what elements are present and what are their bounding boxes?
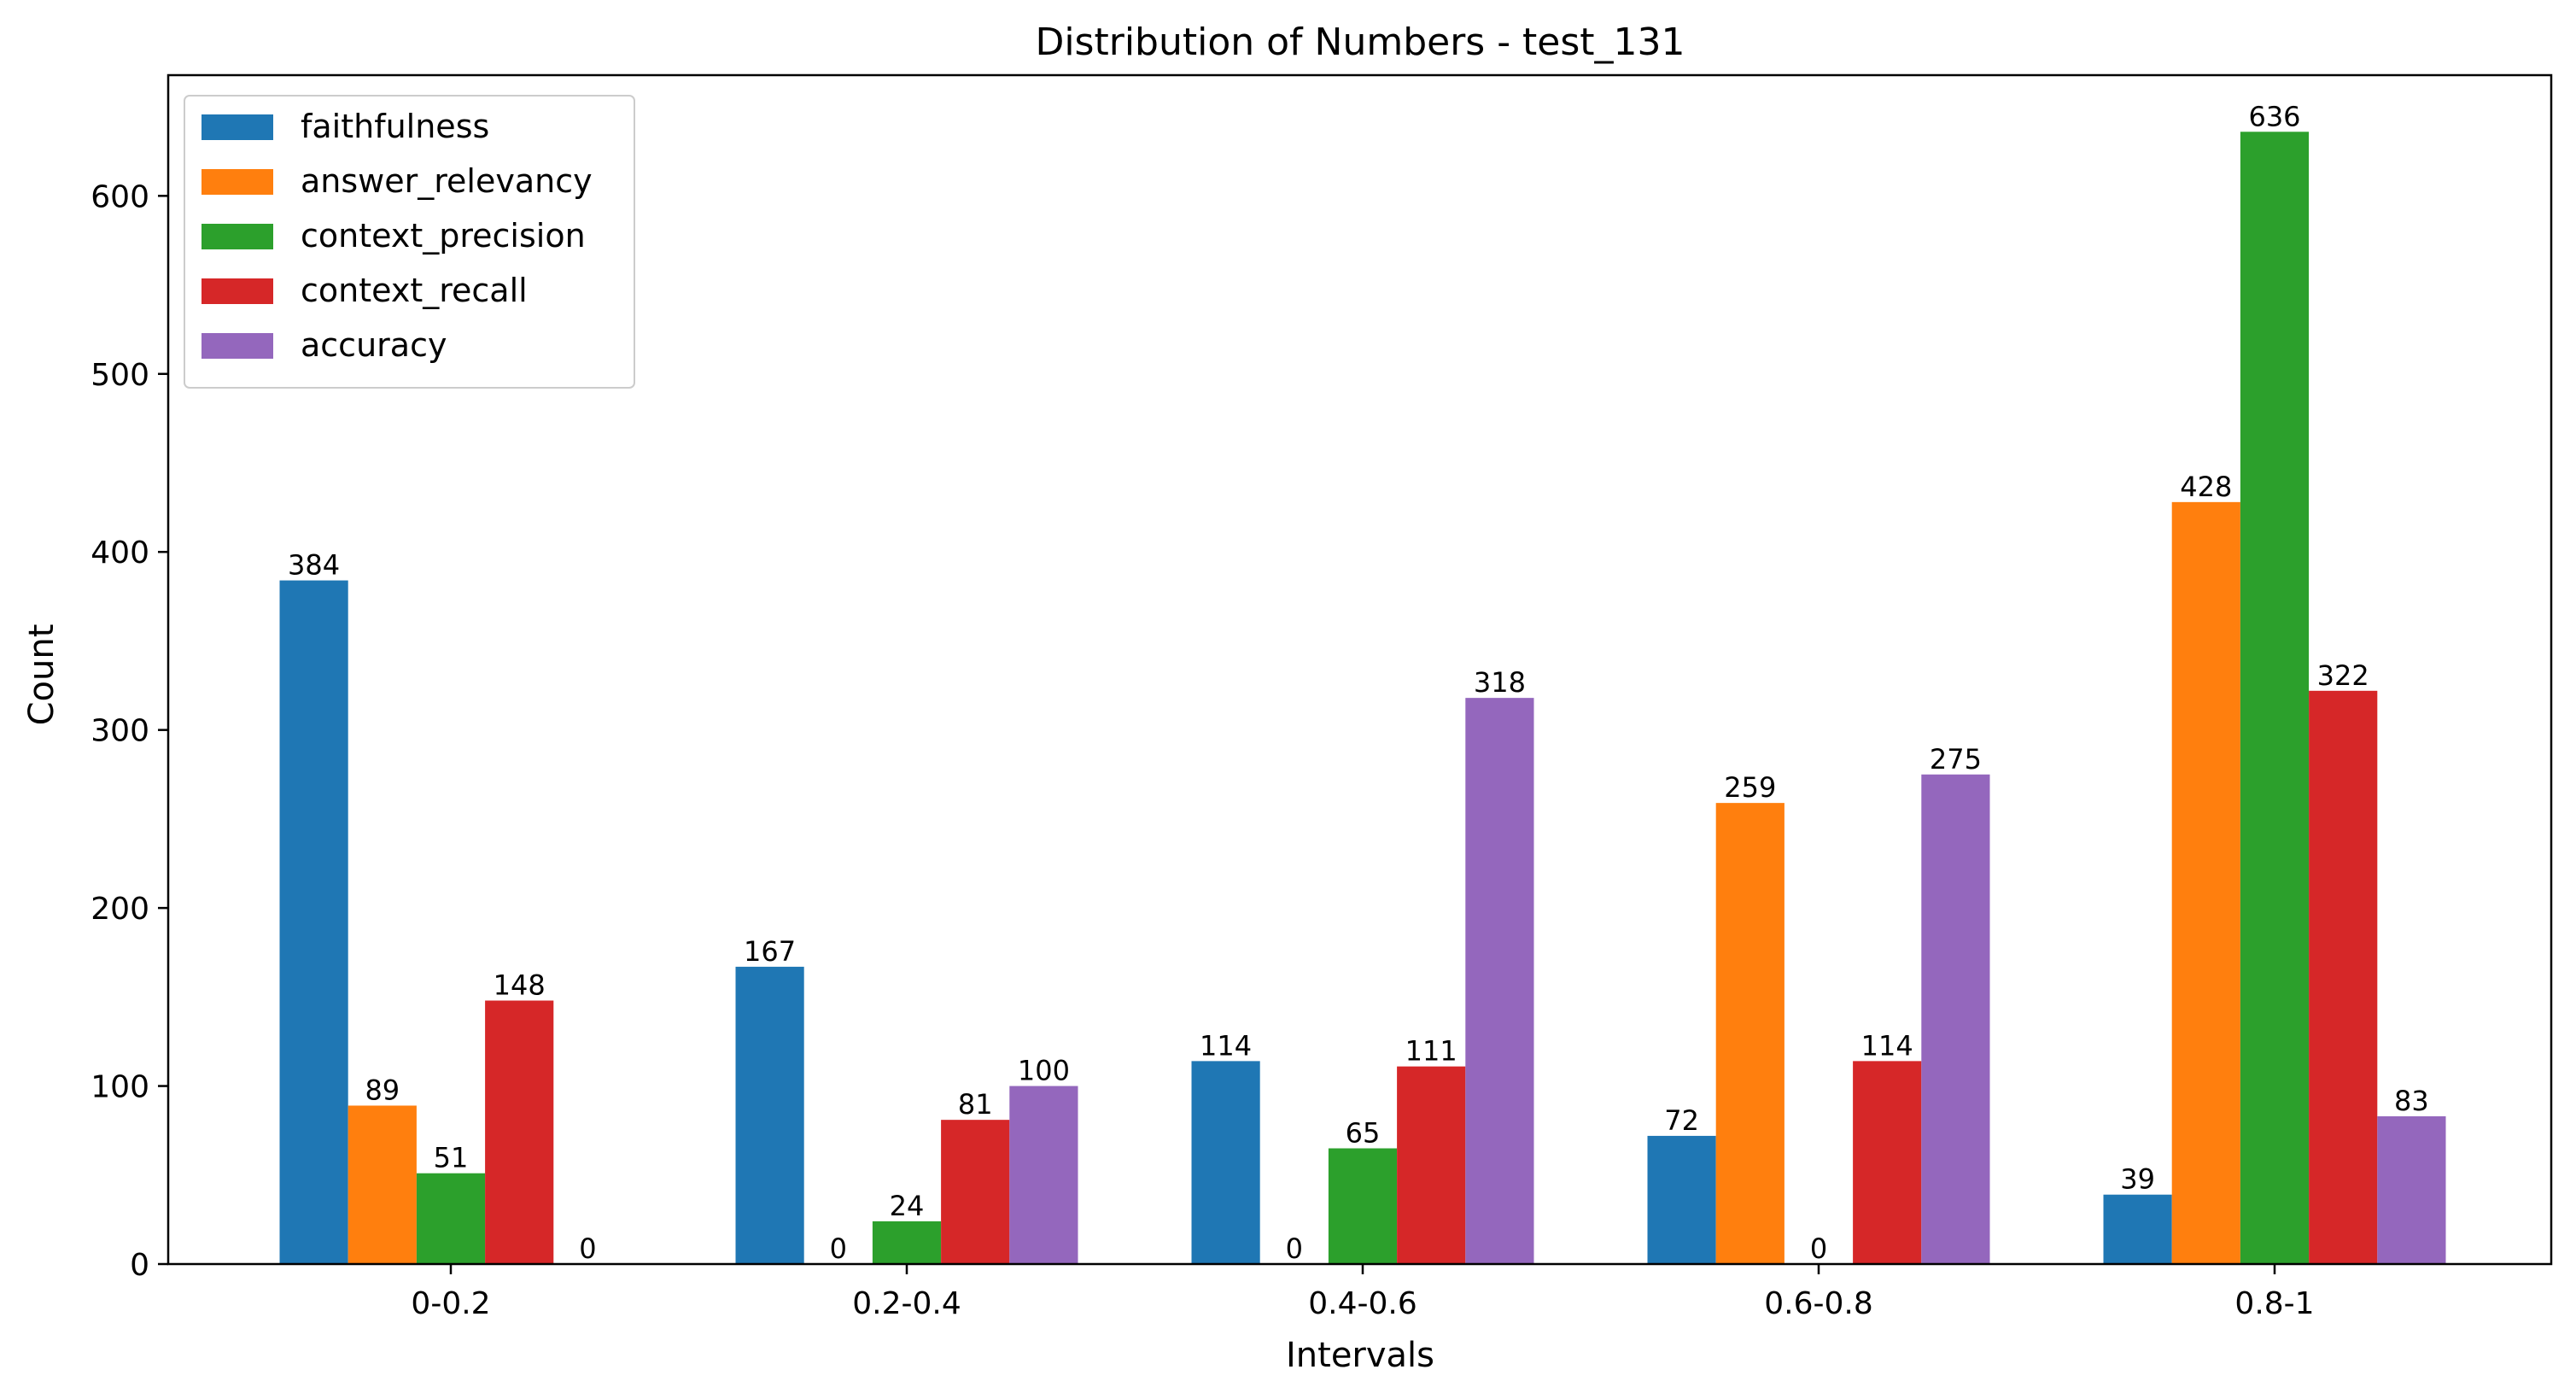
x-tick-label-0.6-0.8: 0.6-0.8: [1764, 1286, 1873, 1321]
x-tick-label-0.2-0.4: 0.2-0.4: [852, 1286, 961, 1321]
bar-accuracy-0.8-1: [2377, 1115, 2446, 1264]
bar-context_precision-0.8-1: [2240, 132, 2310, 1264]
data-label-faithfulness-0.8-1: 39: [2120, 1163, 2155, 1196]
y-tick-label-400: 400: [91, 536, 149, 571]
legend: faithfulness answer_relevancy context_prec…: [184, 95, 635, 389]
y-tick-label-100: 100: [91, 1070, 149, 1105]
data-label-context_precision-0.6-0.8: 0: [1810, 1232, 1827, 1265]
bar-context_precision-0.2-0.4: [872, 1220, 942, 1264]
bar-context_recall-0.6-0.8: [1853, 1061, 1922, 1264]
y-tick-label-500: 500: [91, 358, 149, 393]
data-label-answer_relevancy-0.2-0.4: 0: [830, 1232, 847, 1265]
data-label-faithfulness-0.6-0.8: 72: [1664, 1104, 1699, 1137]
legend-swatch-answer_relevancy: [202, 169, 273, 195]
data-label-accuracy-0.4-0.6: 318: [1474, 666, 1526, 699]
bar-answer_relevancy-0-0.2: [348, 1105, 417, 1264]
y-axis-label: Count: [22, 624, 61, 726]
data-label-answer_relevancy-0.6-0.8: 259: [1724, 771, 1776, 804]
data-label-context_recall-0.2-0.4: 81: [958, 1088, 993, 1121]
bar-context_recall-0.2-0.4: [941, 1120, 1010, 1264]
x-tick-label-0.8-1: 0.8-1: [2234, 1286, 2314, 1321]
data-label-context_recall-0.6-0.8: 114: [1861, 1029, 1913, 1062]
x-tick-label-0.4-0.6: 0.4-0.6: [1308, 1286, 1417, 1321]
data-label-accuracy-0.2-0.4: 100: [1018, 1055, 1070, 1087]
legend-label-context_precision: context_precision: [301, 217, 586, 255]
data-label-answer_relevancy-0.8-1: 428: [2180, 471, 2232, 503]
legend-swatch-context_precision: [202, 224, 273, 249]
data-label-context_recall-0.8-1: 322: [2317, 659, 2369, 692]
bar-answer_relevancy-0.8-1: [2171, 501, 2240, 1264]
legend-swatch-context_recall: [202, 278, 273, 304]
y-tick-label-600: 600: [91, 179, 149, 214]
data-label-context_precision-0.2-0.4: 24: [890, 1190, 925, 1222]
bar-faithfulness-0-0.2: [279, 580, 348, 1264]
data-label-context_precision-0-0.2: 51: [434, 1142, 469, 1174]
bar-faithfulness-0.6-0.8: [1647, 1135, 1716, 1264]
y-tick-label-300: 300: [91, 714, 149, 749]
data-label-faithfulness-0.2-0.4: 167: [744, 935, 796, 968]
bar-answer_relevancy-0.6-0.8: [1715, 803, 1785, 1264]
chart-title: Distribution of Numbers - test_131: [1035, 20, 1685, 64]
x-tick-label-0-0.2: 0-0.2: [411, 1286, 490, 1321]
bar-accuracy-0.6-0.8: [1921, 774, 1990, 1264]
axes-layer: 0 100 200 300 400 500 600 0-0.2 0.2-0.4 0.4-0.6 0.…: [91, 73, 2553, 1321]
data-label-faithfulness-0-0.2: 384: [288, 549, 340, 582]
bar-accuracy-0.2-0.4: [1009, 1086, 1078, 1264]
legend-label-context_recall: context_recall: [301, 272, 528, 309]
data-label-answer_relevancy-0.4-0.6: 0: [1286, 1232, 1303, 1265]
bar-context_recall-0.4-0.6: [1397, 1066, 1466, 1264]
legend-swatch-accuracy: [202, 333, 273, 359]
legend-box: [184, 95, 635, 389]
data-label-accuracy-0.6-0.8: 275: [1930, 743, 1982, 776]
data-label-faithfulness-0.4-0.6: 114: [1200, 1029, 1252, 1062]
data-label-answer_relevancy-0-0.2: 89: [365, 1074, 400, 1106]
bar-context_precision-0.4-0.6: [1328, 1148, 1398, 1264]
x-axis-label: Intervals: [1286, 1336, 1434, 1375]
bar-accuracy-0.4-0.6: [1465, 698, 1534, 1264]
bars-layer: [279, 132, 2446, 1264]
data-label-accuracy-0.8-1: 83: [2394, 1085, 2429, 1117]
bar-context_precision-0-0.2: [416, 1173, 486, 1264]
plot-frame: [166, 73, 2553, 1266]
data-label-accuracy-0-0.2: 0: [579, 1232, 596, 1265]
legend-label-answer_relevancy: answer_relevancy: [301, 162, 593, 200]
legend-label-faithfulness: faithfulness: [301, 108, 489, 145]
y-tick-label-0: 0: [130, 1248, 149, 1283]
bar-context_recall-0-0.2: [485, 1000, 554, 1264]
data-label-context_recall-0.4-0.6: 111: [1405, 1035, 1457, 1068]
data-label-context_precision-0.4-0.6: 65: [1346, 1117, 1381, 1150]
bar-faithfulness-0.8-1: [2103, 1194, 2172, 1264]
bar-context_recall-0.8-1: [2309, 690, 2378, 1264]
data-label-context_recall-0-0.2: 148: [494, 969, 546, 1002]
data-labels-layer: 384 167 114 72 39 89 0 0 259 428 51 24 65 0 636 148 81 11…: [288, 100, 2429, 1265]
legend-label-accuracy: accuracy: [301, 326, 447, 364]
bar-faithfulness-0.2-0.4: [735, 966, 804, 1264]
legend-swatch-faithfulness: [202, 114, 273, 140]
bar-faithfulness-0.4-0.6: [1191, 1061, 1260, 1264]
y-tick-label-200: 200: [91, 892, 149, 927]
data-label-context_precision-0.8-1: 636: [2248, 100, 2300, 132]
